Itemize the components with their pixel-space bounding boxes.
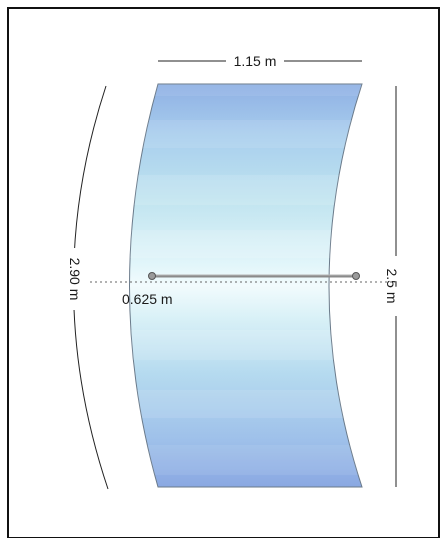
- rod-end-left: [148, 272, 156, 280]
- panel-banding: [129, 84, 362, 475]
- arc-length-label: 2.90 m: [67, 258, 83, 301]
- arc-label-backing: [64, 248, 88, 310]
- rod-end-right: [352, 272, 360, 280]
- top-width-label: 1.15 m: [234, 53, 277, 69]
- outer-border: [7, 7, 440, 538]
- depth-label: 0.625 m: [122, 291, 173, 307]
- height-label: 2.5 m: [384, 268, 400, 303]
- curved-panel: [129, 83, 363, 488]
